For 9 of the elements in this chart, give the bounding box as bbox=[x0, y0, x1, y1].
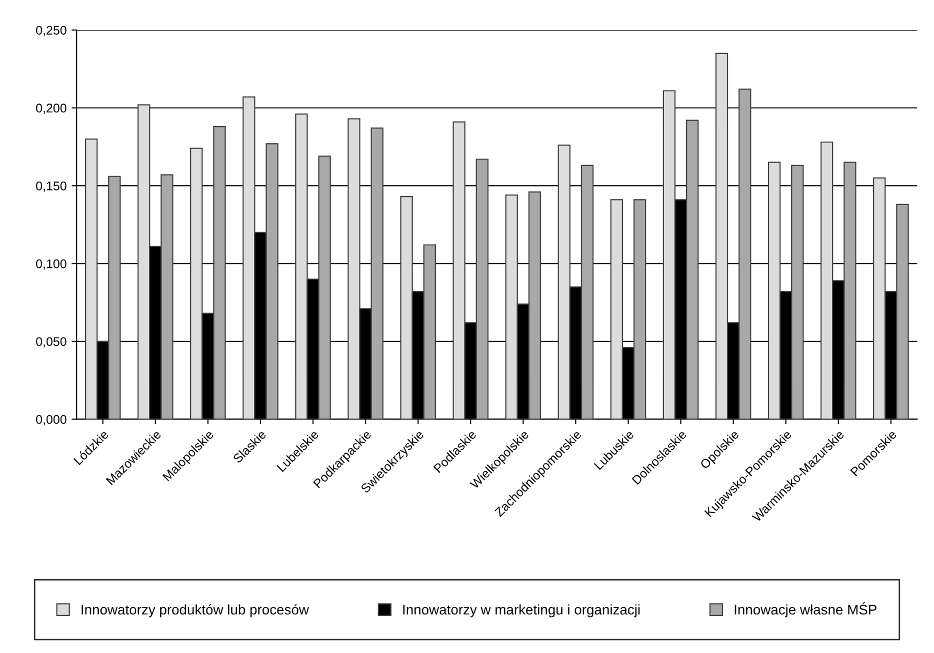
legend-label: Innowacje własne MŚP bbox=[734, 602, 876, 618]
y-tick-label: 0,000 bbox=[36, 415, 66, 426]
y-tick-label: 0,050 bbox=[36, 337, 66, 348]
y-tick-label: 0,150 bbox=[36, 182, 66, 192]
legend-label: Innowatorzy w marketingu i organizacji bbox=[403, 604, 640, 618]
y-tick-label: 0,250 bbox=[36, 26, 66, 36]
legend-label: Innowatorzy produktów lub procesów bbox=[82, 604, 309, 618]
y-tick-label: 0,200 bbox=[36, 104, 66, 114]
y-tick-label: 0,100 bbox=[36, 259, 66, 270]
